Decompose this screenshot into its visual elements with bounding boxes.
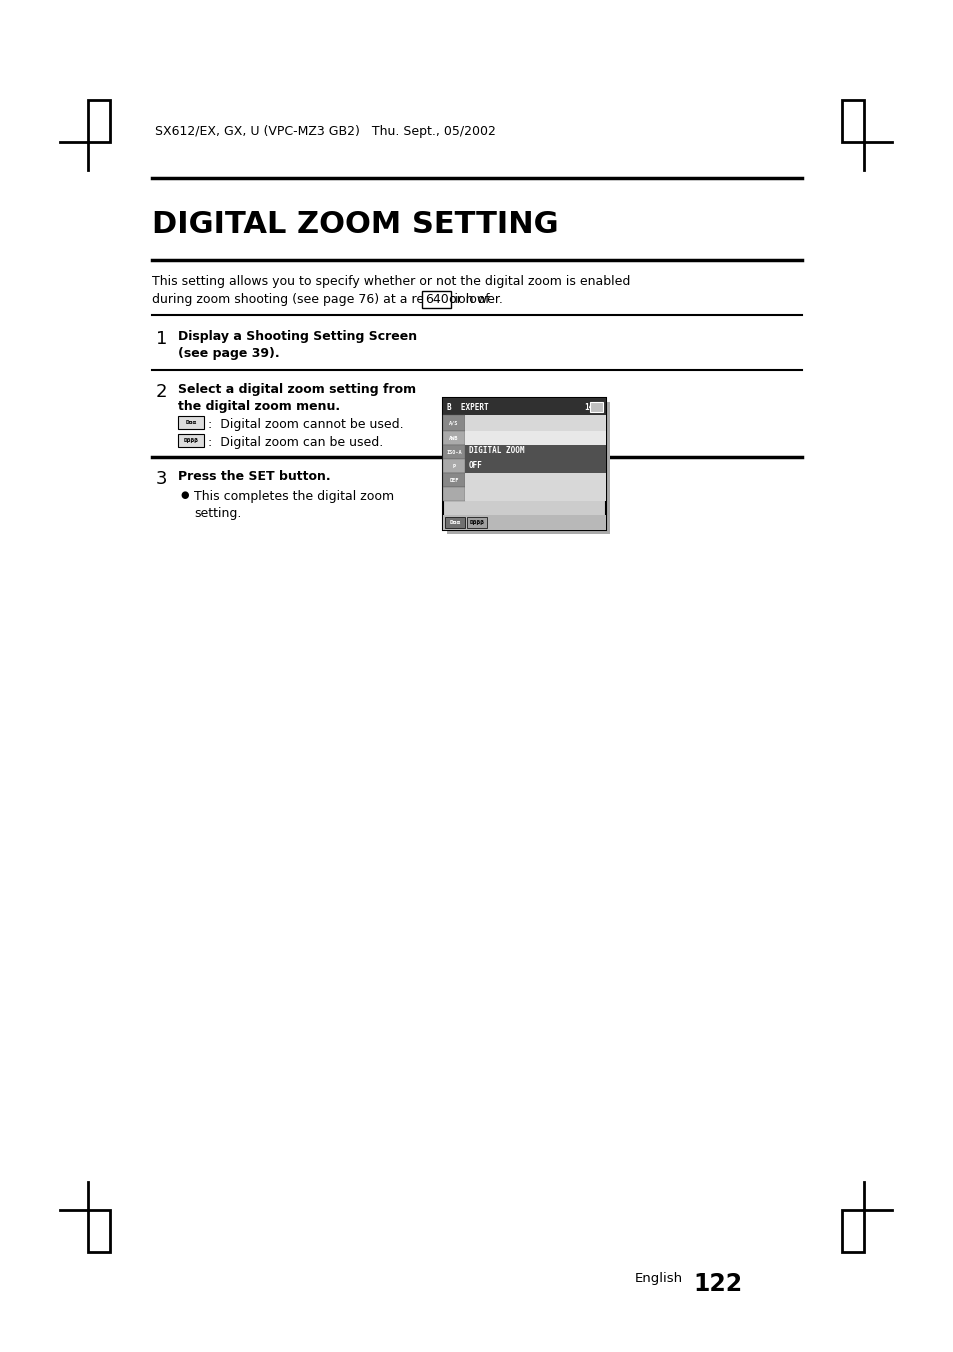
Bar	[589, 402, 602, 412]
Text: English: English	[635, 1272, 682, 1284]
Text: A/S: A/S	[449, 420, 458, 426]
Bar	[464, 473, 605, 487]
Text: 145: 145	[583, 403, 598, 412]
Bar	[464, 458, 605, 473]
Bar	[464, 415, 605, 431]
Text: SX612/EX, GX, U (VPC-MZ3 GB2)   Thu. Sept., 05/2002: SX612/EX, GX, U (VPC-MZ3 GB2) Thu. Sept.…	[154, 124, 496, 138]
Bar	[88, 100, 110, 142]
Bar	[841, 1210, 863, 1252]
Text: Press the SET button.: Press the SET button.	[178, 470, 331, 483]
Bar	[464, 458, 605, 473]
Bar	[442, 397, 605, 415]
Text: This completes the digital zoom: This completes the digital zoom	[193, 489, 394, 503]
Text: B  EXPERT: B EXPERT	[447, 403, 488, 412]
Bar	[464, 431, 605, 445]
Bar	[178, 434, 204, 448]
Text: the digital zoom menu.: the digital zoom menu.	[178, 400, 340, 412]
Text: Dβββ: Dβββ	[469, 521, 484, 525]
Text: :  Digital zoom can be used.: : Digital zoom can be used.	[208, 435, 383, 449]
Text: This setting allows you to specify whether or not the digital zoom is enabled: This setting allows you to specify wheth…	[152, 274, 630, 288]
Bar	[442, 397, 605, 530]
Text: 640: 640	[424, 293, 448, 306]
Text: Dβββ: Dβββ	[183, 438, 198, 443]
Bar	[444, 516, 464, 529]
Text: ●: ●	[180, 489, 189, 500]
Bar	[442, 415, 464, 431]
Bar	[442, 458, 464, 473]
Text: P: P	[452, 464, 456, 469]
Text: :  Digital zoom cannot be used.: : Digital zoom cannot be used.	[208, 418, 403, 431]
Text: Select a digital zoom setting from: Select a digital zoom setting from	[178, 383, 416, 396]
Bar	[442, 445, 464, 458]
Bar	[442, 431, 464, 445]
Bar	[841, 100, 863, 142]
Text: OFF: OFF	[469, 461, 482, 470]
Bar	[464, 445, 605, 458]
Text: Dαα: Dαα	[185, 420, 196, 425]
Text: DIGITAL ZOOM SETTING: DIGITAL ZOOM SETTING	[152, 210, 558, 239]
Bar	[442, 473, 464, 487]
Text: 1: 1	[156, 330, 167, 347]
Text: ISO-A: ISO-A	[446, 449, 461, 454]
Bar	[442, 487, 464, 502]
Text: Display a Shooting Setting Screen: Display a Shooting Setting Screen	[178, 330, 416, 343]
Text: or lower.: or lower.	[448, 293, 502, 306]
Text: DIGITAL ZOOM: DIGITAL ZOOM	[469, 446, 524, 454]
Bar	[467, 516, 486, 529]
Text: during zoom shooting (see page 76) at a resolution of: during zoom shooting (see page 76) at a …	[152, 293, 493, 306]
Bar	[447, 402, 609, 534]
Text: 3: 3	[156, 470, 168, 488]
Text: (see page 39).: (see page 39).	[178, 347, 279, 360]
Bar	[178, 416, 204, 429]
Text: Dαα: Dαα	[449, 521, 460, 525]
Text: DEF: DEF	[449, 477, 458, 483]
Bar	[464, 487, 605, 502]
Bar	[442, 515, 605, 530]
Text: AWB: AWB	[449, 435, 458, 441]
Text: 2: 2	[156, 383, 168, 402]
Bar	[88, 1210, 110, 1252]
Text: 122: 122	[692, 1272, 741, 1297]
Text: setting.: setting.	[193, 507, 241, 521]
